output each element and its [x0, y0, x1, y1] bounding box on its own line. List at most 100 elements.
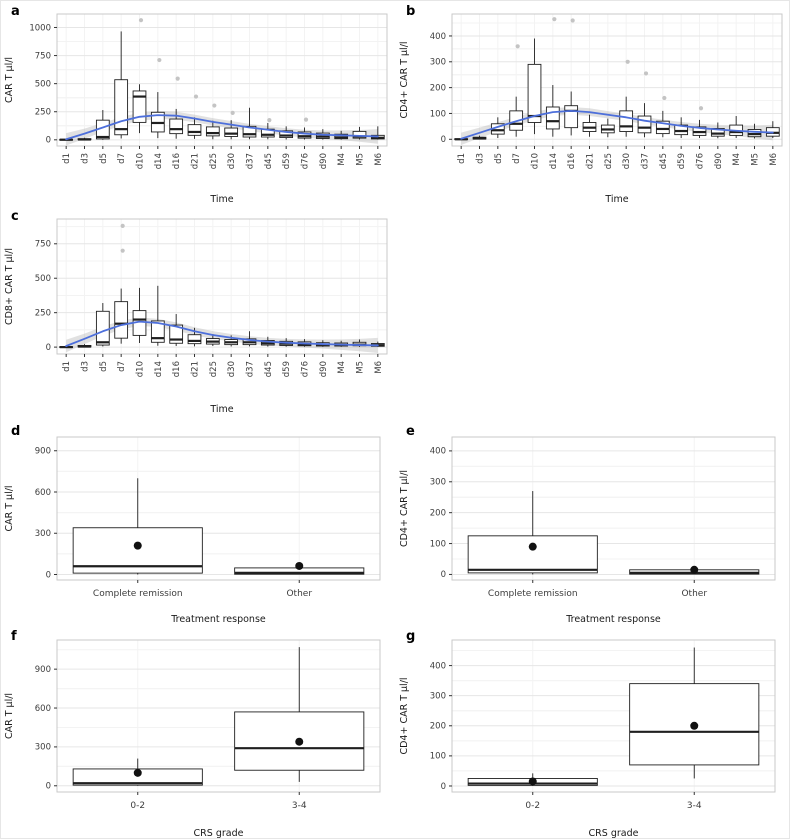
x-tick-label: 0-2: [130, 801, 145, 811]
x-tick-label: d14: [154, 153, 164, 169]
plot-background: [57, 219, 387, 354]
outlier-point: [120, 248, 125, 253]
x-tick-label: d76: [696, 153, 706, 169]
y-tick-label: 100: [430, 539, 446, 549]
x-tick-label: d37: [246, 153, 256, 169]
panel-border: [56, 218, 388, 355]
y-tick-label: 100: [430, 752, 446, 762]
x-tick-label: d10: [531, 153, 541, 169]
x-axis-title: Time: [604, 194, 628, 205]
x-tick-label: d45: [264, 361, 274, 377]
boxplot-0-2: [467, 773, 598, 786]
mean-dot: [295, 737, 304, 746]
y-tick-label: 100: [430, 109, 446, 119]
smooth-line: [460, 109, 774, 140]
y-axis-title: CAR T µl/l: [4, 57, 15, 103]
y-tick-label: 250: [35, 108, 51, 118]
panel-border: [56, 639, 381, 793]
boxplot-m5: [747, 123, 762, 139]
x-tick-label: d25: [604, 153, 614, 169]
panel-letter-f: f: [11, 629, 17, 644]
outlier-point: [267, 118, 272, 123]
y-axis-title: CAR T µl/l: [4, 693, 15, 739]
chart-a-car-t-over-time: 0 250 500 750 1000 d1 d3 d5 d7 d10 d14 d16 d21 d25 d30…: [4, 13, 388, 205]
panel-border: [56, 436, 381, 581]
x-tick-label: d90: [714, 153, 724, 169]
outlier-point: [303, 117, 309, 122]
boxplot-other: [629, 565, 760, 575]
x-tick-label: M6: [374, 361, 384, 374]
x-tick-label: M4: [732, 153, 742, 166]
boxplot-3-4: [629, 647, 760, 779]
x-tick-label: d37: [641, 153, 651, 169]
x-tick-label: d21: [191, 361, 201, 377]
outlier-point: [570, 18, 575, 23]
x-tick-label: d30: [622, 153, 632, 169]
x-tick-label: 3-4: [687, 801, 702, 811]
x-tick-label: d3: [81, 153, 91, 164]
y-tick-label: 500: [35, 79, 51, 89]
outlier-point: [193, 94, 199, 99]
y-tick-label: 750: [35, 240, 51, 250]
panel-letter-c: c: [11, 209, 19, 224]
y-tick-label: 300: [35, 743, 51, 753]
mean-dot: [690, 565, 699, 574]
outlier-point: [175, 76, 180, 81]
panel-e: e 0 100 200 300 400 Complete remission Other Tr…: [396, 421, 789, 626]
y-tick-label: 600: [35, 704, 51, 714]
x-tick-label: Complete remission: [488, 589, 578, 599]
x-tick-label: d90: [319, 153, 329, 169]
x-tick-label: d7: [117, 153, 127, 164]
x-tick-label: d5: [99, 361, 109, 372]
boxplot-d16: [169, 314, 184, 347]
boxplot-d25: [600, 118, 615, 138]
boxplot-d3: [472, 135, 487, 140]
x-tick-label: M4: [337, 153, 347, 166]
x-tick-label: d5: [99, 153, 109, 164]
boxplot-d3: [77, 344, 92, 348]
outlier-point: [230, 110, 235, 115]
boxplot-d45: [260, 118, 275, 140]
x-tick-label: M5: [356, 153, 366, 166]
boxplot-d25: [205, 334, 220, 347]
y-tick-label: 0: [46, 570, 51, 580]
y-tick-label: 600: [35, 488, 51, 498]
y-axis-title: CD4+ CAR T µl/l: [399, 677, 410, 754]
y-tick-label: 500: [35, 274, 51, 284]
boxplot-d7: [114, 223, 129, 344]
x-tick-label: 3-4: [292, 801, 307, 811]
x-tick-label: d76: [301, 361, 311, 377]
y-tick-label: 300: [430, 691, 446, 701]
boxplot-d10: [132, 18, 147, 134]
y-tick-label: 900: [35, 447, 51, 457]
mean-dot: [133, 768, 142, 777]
y-axis-title: CD4+ CAR T µl/l: [399, 470, 410, 547]
x-tick-label: d7: [117, 361, 127, 372]
y-tick-label: 300: [35, 529, 51, 539]
x-tick-label: d1: [62, 153, 72, 164]
x-tick-label: d16: [172, 153, 182, 169]
chart-e-cd4-car-t-by-treatment-response: 0 100 200 300 400 Complete remission Other Trea…: [399, 436, 776, 625]
x-tick-label: d30: [227, 361, 237, 377]
outlier-point: [157, 57, 162, 63]
x-axis-title: CRS grade: [194, 828, 244, 839]
outlier-point: [698, 106, 704, 111]
x-tick-label: d3: [81, 361, 91, 372]
panel-border: [451, 436, 776, 581]
boxplot-d21: [582, 114, 597, 137]
y-tick-label: 750: [35, 51, 51, 61]
boxplot-d76: [297, 117, 312, 140]
outlier-point: [138, 18, 144, 23]
x-tick-label: d25: [209, 361, 219, 377]
x-tick-label: d10: [136, 361, 146, 377]
mean-dot: [690, 721, 699, 730]
chart-c-cd8-car-t-over-time: 0 250 500 750 d1 d3 d5 d7 d10 d14 d16 d21 d25 d30 d37 d…: [4, 218, 388, 415]
boxplot-m4: [334, 130, 349, 140]
y-tick-label: 250: [35, 308, 51, 318]
x-tick-label: d1: [62, 361, 72, 372]
boxplot-d16: [169, 76, 184, 139]
panel-letter-d: d: [11, 424, 21, 439]
panel-g: g 0 100 200 300 400 0-2 3-4 CRS grade CD4+ CAR T…: [396, 626, 789, 838]
x-tick-label: Other: [681, 589, 707, 599]
